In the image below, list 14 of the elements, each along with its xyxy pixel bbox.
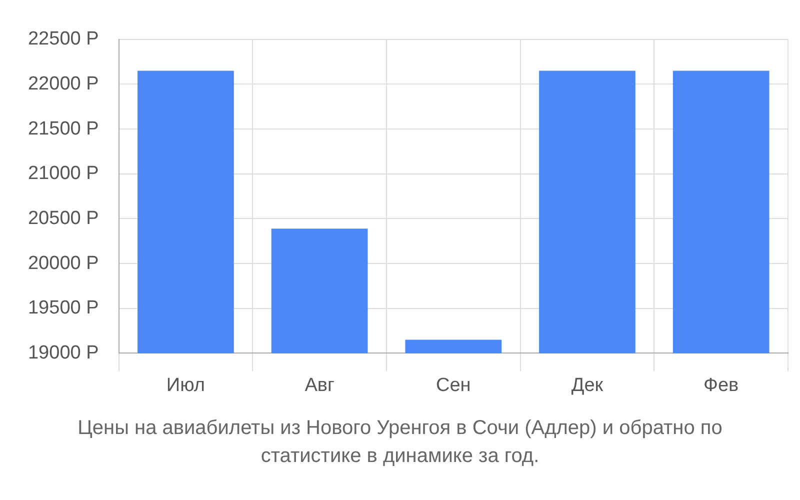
y-tick-label: 19000 Р: [28, 342, 99, 364]
y-tick-label: 22500 Р: [28, 28, 99, 50]
y-tick-label: 22000 Р: [28, 73, 99, 94]
y-tick-label: 20000 Р: [28, 252, 99, 274]
x-tick-label: Авг: [304, 374, 334, 396]
y-tick-label: 19500 Р: [28, 298, 99, 319]
x-tick-label: Сен: [436, 374, 471, 396]
x-tick-label: Фев: [704, 374, 739, 396]
y-tick-label: 21000 Р: [28, 163, 99, 184]
text: Цены на авиабилеты из Нового Уренгоя в Сочи (Адлер) и обратно по статистике в динамике за год.: [76, 416, 724, 469]
y-tick-label: 21500 Р: [28, 118, 99, 140]
x-tick-label: Июл: [166, 374, 205, 396]
x-tick-label: Дек: [571, 374, 604, 396]
y-tick-label: 20500 Р: [28, 208, 99, 229]
